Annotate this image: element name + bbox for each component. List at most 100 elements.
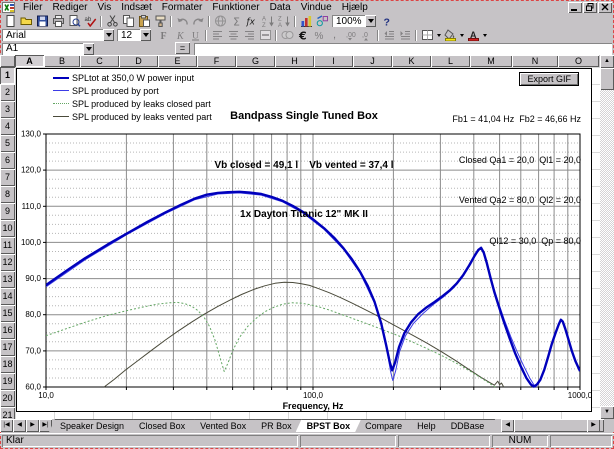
select-all-corner[interactable] bbox=[0, 55, 15, 67]
menu-vindue[interactable]: Vindue bbox=[300, 1, 332, 13]
excel-app-icon[interactable] bbox=[2, 1, 15, 13]
underline-button[interactable]: U bbox=[187, 29, 203, 42]
comma-style-button[interactable]: , bbox=[327, 29, 343, 42]
legend-item-spl-produced-by-port[interactable]: SPL produced by port bbox=[53, 84, 212, 97]
tab-pr-box[interactable]: PR Box bbox=[250, 419, 303, 432]
autosum-button[interactable]: Σ bbox=[228, 15, 244, 28]
font-name-dropdown-icon[interactable] bbox=[103, 29, 114, 41]
row-header-18[interactable]: 18 bbox=[0, 356, 15, 373]
vertical-scrollbar[interactable]: ▲ ▼ bbox=[600, 55, 614, 419]
menu-filer[interactable]: Filer bbox=[23, 1, 43, 13]
column-header-f[interactable]: F bbox=[197, 55, 236, 67]
insert-hyperlink-button[interactable] bbox=[212, 15, 228, 28]
copy-button[interactable] bbox=[120, 15, 136, 28]
tab-ddbase[interactable]: DDBase bbox=[440, 419, 496, 432]
font-color-dropdown-icon[interactable] bbox=[481, 29, 488, 42]
row-header-21[interactable]: 21 bbox=[0, 407, 15, 419]
column-header-k[interactable]: K bbox=[392, 55, 431, 67]
decrease-indent-button[interactable] bbox=[381, 29, 397, 42]
next-sheet-icon[interactable]: ▶ bbox=[26, 419, 39, 432]
drawing-button[interactable] bbox=[314, 15, 330, 28]
column-header-n[interactable]: N bbox=[512, 55, 558, 67]
menu-funktioner[interactable]: Funktioner bbox=[212, 1, 260, 13]
row-header-19[interactable]: 19 bbox=[0, 373, 15, 390]
redo-button[interactable] bbox=[190, 15, 206, 28]
row-header-12[interactable]: 12 bbox=[0, 254, 15, 271]
row-header-1[interactable]: 1 bbox=[0, 67, 15, 84]
decrease-decimal-button[interactable]: ,0 bbox=[359, 29, 375, 42]
paste-button[interactable] bbox=[136, 15, 152, 28]
font-size-combo[interactable]: 12 bbox=[117, 29, 151, 41]
scroll-up-icon[interactable]: ▲ bbox=[600, 55, 614, 68]
row-header-2[interactable]: 2 bbox=[0, 84, 15, 101]
merge-center-button[interactable] bbox=[257, 29, 273, 42]
chart-wizard-button[interactable] bbox=[298, 15, 314, 28]
increase-indent-button[interactable] bbox=[397, 29, 413, 42]
format-painter-button[interactable] bbox=[152, 15, 168, 28]
column-header-g[interactable]: G bbox=[236, 55, 275, 67]
row-header-9[interactable]: 9 bbox=[0, 203, 15, 220]
zoom-combo[interactable]: 100% bbox=[332, 15, 376, 27]
tab-compare[interactable]: Compare bbox=[354, 419, 413, 432]
help-button[interactable]: ? bbox=[378, 15, 394, 28]
zoom-dropdown-icon[interactable] bbox=[365, 15, 376, 27]
row-header-8[interactable]: 8 bbox=[0, 186, 15, 203]
increase-decimal-button[interactable]: ,00 bbox=[343, 29, 359, 42]
fill-color-dropdown-icon[interactable] bbox=[458, 29, 465, 42]
close-icon[interactable] bbox=[598, 1, 612, 13]
row-header-20[interactable]: 20 bbox=[0, 390, 15, 407]
print-preview-button[interactable] bbox=[66, 15, 82, 28]
tab-vented-box[interactable]: Vented Box bbox=[189, 419, 257, 432]
vertical-scrollbar-thumb[interactable] bbox=[600, 68, 614, 90]
restore-icon[interactable] bbox=[583, 1, 597, 13]
row-header-6[interactable]: 6 bbox=[0, 152, 15, 169]
chart-object[interactable]: 130,0 120,0 110,0 100,0 90,0 80,0 70,0 60,0 10,0… bbox=[16, 68, 592, 412]
name-box-dropdown-icon[interactable] bbox=[83, 42, 94, 55]
scroll-down-icon[interactable]: ▼ bbox=[600, 406, 614, 419]
column-header-m[interactable]: M bbox=[470, 55, 512, 67]
scroll-left-icon[interactable]: ◀ bbox=[501, 419, 515, 432]
row-header-4[interactable]: 4 bbox=[0, 118, 15, 135]
menu-formater[interactable]: Formater bbox=[161, 1, 203, 13]
export-gif-button[interactable]: Export GIF bbox=[519, 72, 579, 86]
column-header-l[interactable]: L bbox=[431, 55, 470, 67]
tab-help[interactable]: Help bbox=[406, 419, 447, 432]
menu-inds-t[interactable]: Indsæt bbox=[121, 1, 152, 13]
italic-button[interactable]: K bbox=[171, 29, 187, 42]
undo-button[interactable] bbox=[174, 15, 190, 28]
minimize-icon[interactable] bbox=[568, 1, 582, 13]
row-header-16[interactable]: 16 bbox=[0, 322, 15, 339]
row-header-14[interactable]: 14 bbox=[0, 288, 15, 305]
save-button[interactable] bbox=[34, 15, 50, 28]
cut-button[interactable] bbox=[104, 15, 120, 28]
tab-speaker-design[interactable]: Speaker Design bbox=[49, 419, 135, 432]
new-workbook-button[interactable] bbox=[2, 15, 18, 28]
paste-function-button[interactable]: ƒx bbox=[244, 15, 260, 28]
scroll-right-icon[interactable]: ▶ bbox=[587, 419, 600, 432]
bold-button[interactable]: F bbox=[155, 29, 171, 42]
row-header-17[interactable]: 17 bbox=[0, 339, 15, 356]
legend-item-spltot-at-350-0-w-power-input[interactable]: SPLtot at 350,0 W power input bbox=[53, 71, 212, 84]
horizontal-scrollbar-thumb[interactable] bbox=[514, 419, 605, 432]
column-header-e[interactable]: E bbox=[158, 55, 197, 67]
row-header-3[interactable]: 3 bbox=[0, 101, 15, 118]
font-name-combo[interactable]: Arial bbox=[2, 29, 114, 41]
percent-button[interactable]: % bbox=[311, 29, 327, 42]
formula-input[interactable] bbox=[194, 42, 612, 55]
last-sheet-icon[interactable]: ▶| bbox=[39, 419, 52, 432]
print-button[interactable] bbox=[50, 15, 66, 28]
previous-sheet-icon[interactable]: ◀ bbox=[13, 419, 26, 432]
menu-hj-lp[interactable]: Hjælp bbox=[341, 1, 368, 13]
menu-rediger[interactable]: Rediger bbox=[52, 1, 88, 13]
tab-bpst-box[interactable]: BPST Box bbox=[296, 419, 362, 432]
edit-formula-button[interactable]: = bbox=[175, 42, 190, 54]
row-header-15[interactable]: 15 bbox=[0, 305, 15, 322]
column-header-d[interactable]: D bbox=[119, 55, 158, 67]
menu-vis[interactable]: Vis bbox=[97, 1, 112, 13]
column-header-b[interactable]: B bbox=[44, 55, 80, 67]
column-header-o[interactable]: O bbox=[558, 55, 599, 67]
font-color-button[interactable]: A bbox=[465, 29, 481, 42]
currency-button[interactable] bbox=[279, 29, 295, 42]
